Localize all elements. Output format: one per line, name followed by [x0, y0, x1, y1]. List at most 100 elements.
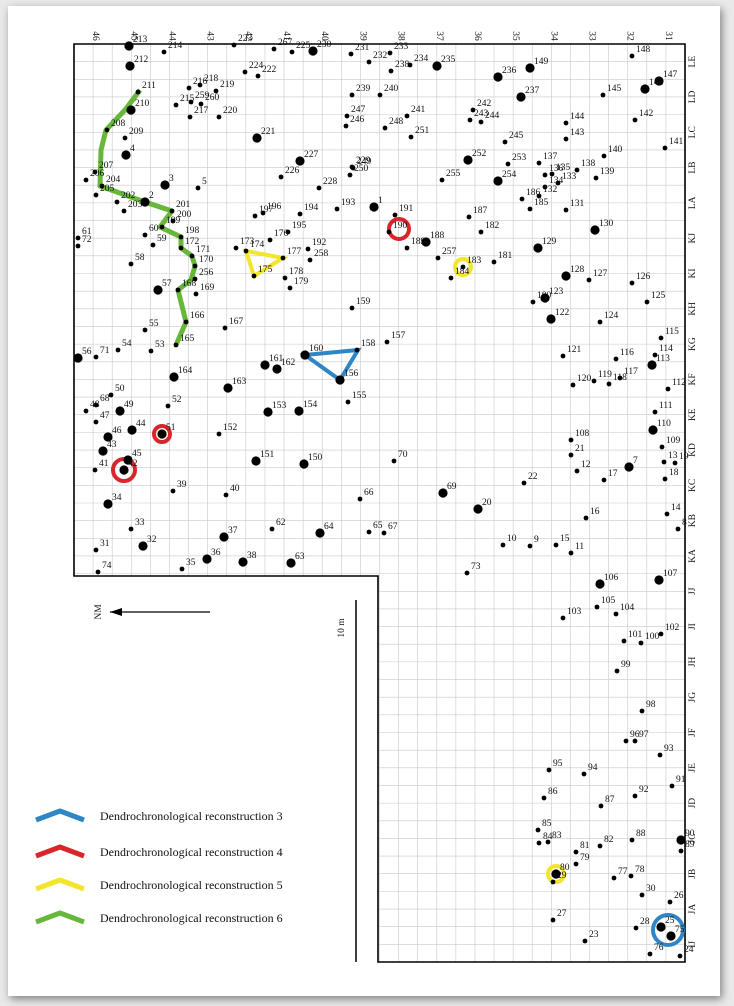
- tree-label: 8: [682, 518, 687, 528]
- tree-label: 68: [100, 394, 110, 404]
- tree-label: 234: [414, 54, 429, 64]
- tree-marker: [536, 840, 542, 846]
- row-label: JE: [688, 763, 698, 773]
- tree-label: 150: [308, 453, 323, 463]
- tree-marker: [119, 465, 129, 475]
- tree-label: 20: [482, 498, 492, 508]
- tree-marker: [297, 211, 303, 217]
- row-label: KB: [688, 514, 698, 527]
- tree-marker: [93, 547, 99, 553]
- tree-marker: [590, 225, 600, 235]
- tree-label: 26: [674, 891, 684, 901]
- tree-label: 222: [262, 65, 277, 75]
- tree-marker: [549, 171, 555, 177]
- tree-marker: [658, 631, 664, 637]
- reconstruction-6-path: [97, 88, 198, 346]
- tree-label: 97: [639, 730, 649, 740]
- tree-label: 84: [543, 832, 553, 842]
- tree-label: 69: [447, 482, 457, 492]
- tree-label: 216: [193, 77, 208, 87]
- tree-marker: [408, 134, 414, 140]
- tree-label: 245: [509, 131, 524, 141]
- tree-marker: [384, 339, 390, 345]
- tree-marker: [350, 165, 356, 171]
- tree-label: 60: [149, 224, 159, 234]
- tree-marker: [169, 208, 175, 214]
- tree-label: 221: [261, 127, 276, 137]
- tree-label: 192: [312, 238, 327, 248]
- tree-marker: [568, 452, 574, 458]
- tree-marker: [347, 172, 353, 178]
- column-label: 31: [663, 31, 673, 41]
- tree-label: 12: [581, 460, 591, 470]
- tree-label: 155: [352, 391, 367, 401]
- tree-label: 224: [249, 61, 264, 71]
- tree-label: 162: [281, 358, 296, 368]
- tree-marker: [677, 953, 683, 959]
- tree-label: 7: [633, 456, 638, 466]
- tree-marker: [192, 276, 198, 282]
- tree-label: 46: [112, 426, 122, 436]
- tree-label: 101: [628, 630, 643, 640]
- tree-label: 217: [194, 106, 209, 116]
- tree-label: 167: [229, 317, 244, 327]
- tree-label: 92: [639, 785, 649, 795]
- tree-marker: [349, 305, 355, 311]
- tree-marker: [438, 488, 448, 498]
- tree-label: 210: [135, 99, 150, 109]
- tree-marker: [632, 793, 638, 799]
- tree-label: 168: [182, 279, 197, 289]
- tree-label: 53: [155, 340, 165, 350]
- tree-marker: [197, 82, 203, 88]
- tree-marker: [122, 135, 128, 141]
- tree-label: 83: [552, 831, 562, 841]
- tree-marker: [464, 570, 470, 576]
- tree-marker: [103, 432, 113, 442]
- tree-marker: [183, 319, 189, 325]
- tree-label: 40: [230, 484, 240, 494]
- tree-marker: [121, 150, 131, 160]
- tree-marker: [251, 456, 261, 466]
- tree-label: 211: [142, 81, 156, 91]
- tree-marker: [366, 529, 372, 535]
- tree-label: 219: [220, 80, 235, 90]
- tree-label: 103: [567, 607, 582, 617]
- tree-label: 259: [195, 91, 210, 101]
- tree-label: 127: [593, 269, 608, 279]
- tree-label: 2: [149, 191, 154, 201]
- tree-label: 227: [304, 150, 319, 160]
- tree-label: 23: [589, 930, 599, 940]
- figure-card: 46 45 44 43 42 41 40 39 38 37 36 35 34 33 32 31 LE LD LC L…: [8, 6, 720, 996]
- tree-label: 134: [549, 176, 564, 186]
- tree-label: 49: [124, 400, 134, 410]
- tree-label: 56: [82, 347, 92, 357]
- tree-marker: [179, 566, 185, 572]
- legend-swatch-6: [35, 910, 85, 925]
- tree-marker: [192, 263, 198, 269]
- tree-label: 105: [601, 596, 616, 606]
- tree-marker: [238, 557, 248, 567]
- tree-marker: [519, 196, 525, 202]
- tree-marker: [639, 892, 645, 898]
- tree-marker: [104, 127, 110, 133]
- tree-marker: [315, 528, 325, 538]
- tree-marker: [598, 803, 604, 809]
- tree-label: 178: [289, 267, 304, 277]
- row-label: LA: [688, 196, 698, 209]
- tree-label: 35: [186, 558, 196, 568]
- tree-marker: [404, 113, 410, 119]
- tree-label: 141: [669, 137, 684, 147]
- tree-label: 248: [389, 117, 404, 127]
- tree-marker: [640, 84, 650, 94]
- tree-label: 198: [185, 226, 200, 236]
- tree-label: 14: [671, 503, 681, 513]
- tree-marker: [170, 488, 176, 494]
- tree-marker: [540, 293, 550, 303]
- tree-marker: [178, 245, 184, 251]
- tree-marker: [178, 234, 184, 240]
- tree-marker: [652, 409, 658, 415]
- tree-marker: [594, 604, 600, 610]
- tree-label: 135: [556, 163, 571, 173]
- tree-marker: [633, 925, 639, 931]
- tree-marker: [369, 202, 379, 212]
